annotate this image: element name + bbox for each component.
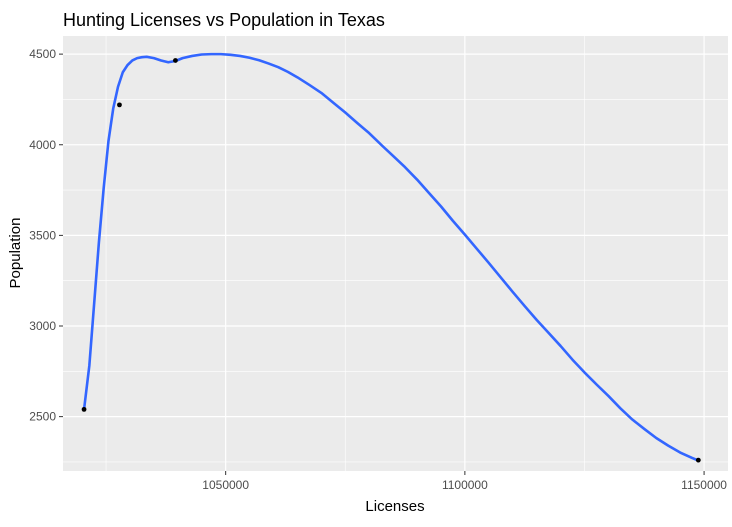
y-axis-label: Population (7, 218, 24, 289)
data-point (695, 457, 701, 463)
x-tick-label: 1100000 (442, 478, 488, 492)
grid-minor (63, 36, 728, 471)
y-tick-label: 4000 (29, 138, 56, 152)
y-tick-label: 4500 (29, 47, 56, 61)
x-axis-label: Licenses (365, 498, 424, 515)
y-tick-label: 3500 (29, 228, 56, 242)
smooth-line (82, 52, 700, 462)
x-tick-label: 1050000 (202, 478, 249, 492)
data-point (173, 58, 178, 63)
chart-title: Hunting Licenses vs Population in Texas (63, 10, 385, 30)
data-point (117, 102, 122, 108)
axis-ticks (59, 53, 705, 475)
plot-panel (63, 36, 728, 471)
grid-major (63, 36, 728, 471)
series-layer (81, 52, 701, 463)
y-tick-label: 3000 (29, 319, 56, 333)
axis-tick-labels: 1050000 1100000 1150000 2500 3000 3500 4000 450… (29, 47, 727, 492)
x-tick-label: 1150000 (681, 478, 727, 492)
data-point (81, 406, 87, 412)
y-tick-label: 2500 (29, 410, 56, 424)
